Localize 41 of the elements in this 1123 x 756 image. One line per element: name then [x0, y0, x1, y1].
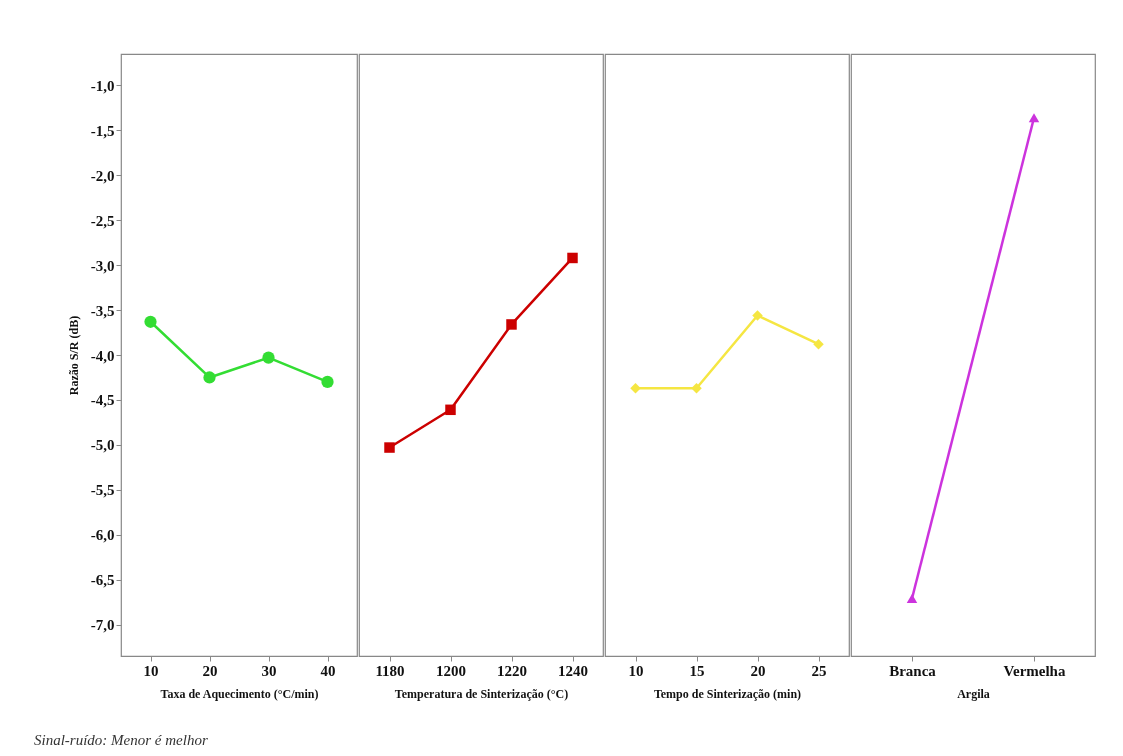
y-tick-label: -1,5 [90, 122, 115, 139]
y-tick-label: -4,5 [90, 392, 115, 409]
y-tick-label: -2,5 [90, 212, 115, 229]
y-tick-label: -6,0 [90, 527, 115, 544]
point [384, 442, 395, 453]
y-tick-label: -7,0 [90, 617, 115, 634]
x-tick-label: 1200 [436, 662, 466, 679]
x-axis-title: Taxa de Aquecimento (°C/min) [160, 686, 319, 701]
x-tick-label: 25 [811, 662, 827, 679]
x-tick-label: 10 [143, 662, 159, 679]
point [144, 315, 157, 328]
y-axis-title: Razão S/R (dB) [66, 315, 81, 396]
x-tick-label: Vermelha [1003, 662, 1066, 679]
x-tick-label: 40 [320, 662, 336, 679]
y-tick-label: -5,5 [90, 482, 115, 499]
x-tick-label: 1240 [558, 662, 588, 679]
x-tick-label: 15 [689, 662, 705, 679]
point [203, 371, 216, 384]
point [445, 404, 456, 416]
x-tick-label: 1220 [497, 662, 527, 679]
x-tick-label: 30 [261, 662, 277, 679]
y-tick-label: -4,0 [90, 347, 115, 364]
point [567, 252, 578, 264]
x-axis-title: Tempo de Sinterização (min) [653, 686, 802, 701]
x-tick-label: Branca [889, 662, 937, 679]
text: Sinal-ruído: Menor é melhor [34, 732, 208, 749]
point [506, 319, 517, 330]
x-tick-label: 10 [628, 662, 644, 679]
point [321, 375, 334, 389]
y-tick-label: -2,0 [90, 167, 115, 184]
y-tick-label: -3,5 [90, 302, 115, 319]
x-axis-title: Temperatura de Sinterização (°C) [394, 686, 569, 701]
x-tick-label: 20 [750, 662, 766, 679]
y-tick-label: -3,0 [90, 257, 115, 274]
x-tick-label: 1180 [375, 662, 405, 679]
y-tick-label: -6,5 [90, 572, 115, 589]
point [262, 351, 275, 364]
x-axis-title: Argila [957, 686, 990, 701]
y-tick-label: -1,0 [90, 77, 115, 94]
y-tick-label: -5,0 [90, 437, 115, 454]
x-tick-label: 20 [202, 662, 218, 679]
